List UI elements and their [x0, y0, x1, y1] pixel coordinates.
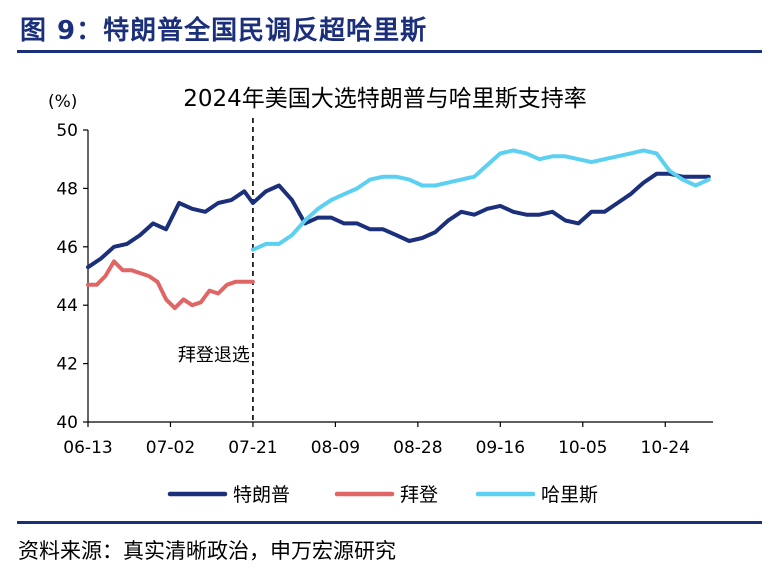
series-line-1	[86, 171, 711, 270]
series-line-3	[250, 148, 711, 252]
y-tick-label: 48	[56, 179, 78, 199]
annotation-label: 拜登退选	[178, 345, 250, 366]
annotation: 拜登退选	[178, 118, 254, 422]
source-note: 资料来源：真实清晰政治，申万宏源研究	[18, 539, 396, 563]
chart: 2024年美国大选特朗普与哈里斯支持率 (%) 40 42 44 46 48 50 06-…	[48, 86, 713, 506]
x-tick-label: 08-09	[311, 438, 360, 458]
x-tick-label: 08-28	[393, 438, 442, 458]
y-axis-unit-label: (%)	[48, 92, 77, 112]
figure-title: 图 9：特朗普全国民调反超哈里斯	[20, 16, 428, 46]
chart-title: 2024年美国大选特朗普与哈里斯支持率	[183, 86, 587, 112]
y-tick-label: 50	[56, 121, 78, 141]
legend-label-2: 拜登	[400, 484, 438, 506]
legend-label-3: 哈里斯	[541, 484, 598, 506]
bottom-rule	[17, 521, 762, 524]
y-tick-label: 40	[56, 413, 78, 433]
x-tick-label: 10-24	[641, 438, 690, 458]
x-tick-label: 07-02	[146, 438, 195, 458]
y-tick-label: 44	[56, 296, 78, 316]
series-line-2	[86, 259, 255, 311]
x-tick-label: 09-16	[476, 438, 525, 458]
y-axis-ticks: 40 42 44 46 48 50	[56, 121, 88, 433]
x-axis-ticks: 06-13 07-02 07-21 08-09 08-28 09-16 10-05 10-24	[63, 422, 690, 458]
y-tick-label: 42	[56, 355, 78, 375]
series-lines	[86, 148, 711, 311]
legend: 特朗普 拜登 哈里斯	[167, 484, 598, 506]
y-tick-label: 46	[56, 238, 78, 258]
x-tick-label: 10-05	[558, 438, 607, 458]
top-rule	[17, 50, 762, 53]
x-tick-label: 07-21	[228, 438, 277, 458]
legend-label-1: 特朗普	[233, 484, 290, 506]
x-tick-label: 06-13	[63, 438, 112, 458]
